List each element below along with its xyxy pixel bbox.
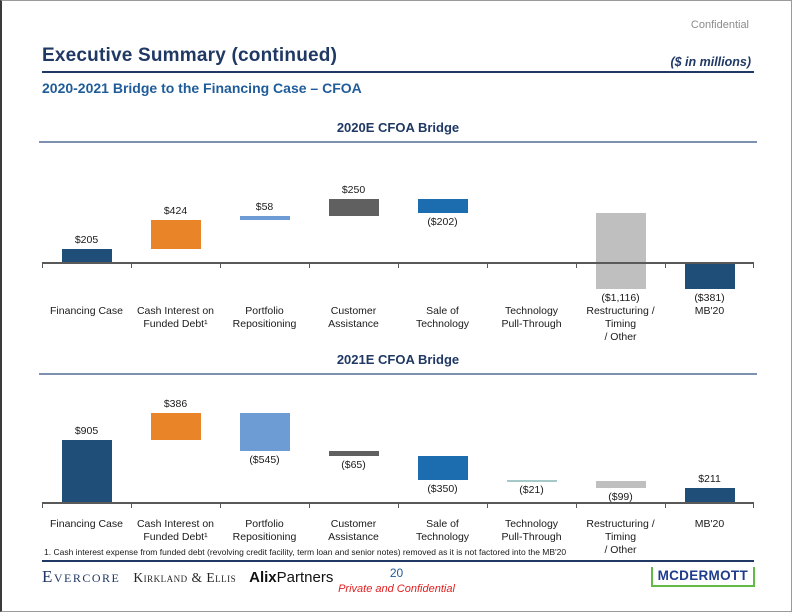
category-label: Cash Interest on Funded Debt¹ — [136, 518, 215, 543]
category-label: Cash Interest on Funded Debt¹ — [136, 305, 215, 330]
category-label: Technology Pull-Through — [501, 518, 562, 543]
waterfall-bar — [239, 413, 290, 451]
waterfall-bar — [150, 220, 201, 250]
waterfall-bar — [61, 440, 112, 503]
footer-center: 20 Private and Confidential — [2, 566, 791, 595]
waterfall-bar — [417, 199, 468, 213]
footnote: 1. Cash interest expense from funded deb… — [44, 547, 567, 557]
waterfall-bar — [417, 455, 468, 480]
axis-tick — [576, 504, 577, 508]
axis-tick — [487, 504, 488, 508]
axis-tick — [42, 264, 43, 268]
page-subtitle: 2020-2021 Bridge to the Financing Case –… — [42, 80, 362, 96]
bar-value-label: ($65) — [341, 458, 366, 471]
bar-value-label: ($21) — [519, 484, 544, 497]
bar-value-label: ($1,116) — [601, 292, 640, 304]
waterfall-plot-2020: $205 $424 $58 $250 ($202) ($1,116) ($381) — [42, 151, 754, 304]
bar-value-label: ($99) — [608, 491, 633, 504]
axis-tick — [131, 264, 132, 268]
category-label: Financing Case — [50, 518, 123, 530]
bar-value-label: ($350) — [427, 482, 458, 495]
mcdermott-logo: MCDERMOTT — [650, 567, 755, 587]
axis-tick — [753, 504, 754, 508]
category-label: Customer Assistance — [328, 518, 379, 543]
axis-tick — [398, 264, 399, 268]
axis-tick — [42, 504, 43, 508]
axis-tick — [576, 264, 577, 268]
axis-tick — [753, 264, 754, 268]
category-label: MB'20 — [694, 518, 725, 530]
waterfall-bar — [595, 481, 646, 489]
units-note: ($ in millions) — [670, 55, 751, 69]
axis-tick — [131, 504, 132, 508]
x-axis-line — [42, 502, 754, 504]
bar-value-label: $205 — [74, 234, 99, 246]
bar-value-label: $250 — [341, 184, 366, 196]
bar-value-label: ($545) — [249, 454, 280, 467]
axis-tick — [309, 504, 310, 508]
bar-value-label: ($381) — [694, 292, 725, 304]
waterfall-bar — [595, 212, 646, 289]
category-axis-2021: Financing Case Cash Interest on Funded Deb… — [42, 518, 754, 557]
axis-tick — [487, 264, 488, 268]
chart-title-divider-2021 — [39, 373, 757, 375]
waterfall-bar — [684, 488, 735, 503]
axis-tick — [309, 264, 310, 268]
category-axis-2020: Financing Case Cash Interest on Funded Deb… — [42, 305, 754, 344]
axis-tick — [665, 264, 666, 268]
private-confidential-label: Private and Confidential — [338, 583, 455, 595]
waterfall-bar — [684, 263, 735, 289]
category-label: Restructuring / Timing / Other — [586, 305, 655, 343]
waterfall-plot-2021: $905 $386 ($545) ($65) ($350) ($21) ($99) $211 — [42, 383, 754, 513]
category-label: Sale of Technology — [415, 305, 470, 330]
category-label: Portfolio Repositioning — [232, 518, 297, 543]
page-number: 20 — [389, 566, 404, 580]
category-label: Customer Assistance — [328, 305, 379, 330]
page-title: Executive Summary (continued) — [42, 45, 338, 66]
bar-value-label: $211 — [698, 473, 721, 486]
waterfall-bar — [328, 199, 379, 217]
axis-tick — [665, 504, 666, 508]
waterfall-bar — [239, 216, 290, 221]
category-label: Portfolio Repositioning — [232, 305, 297, 330]
chart-title-divider-2020 — [39, 141, 757, 143]
waterfall-bar — [506, 479, 557, 482]
category-label: Financing Case — [50, 305, 123, 317]
footer-divider — [42, 560, 754, 562]
axis-tick — [220, 264, 221, 268]
waterfall-bar — [61, 249, 112, 263]
confidential-marking: Confidential — [690, 19, 749, 31]
bar-value-label: $905 — [74, 425, 99, 437]
axis-tick — [220, 504, 221, 508]
bar-value-label: $386 — [163, 398, 188, 411]
bar-value-label: ($202) — [427, 215, 458, 228]
waterfall-bar — [328, 451, 379, 456]
x-axis-line — [42, 262, 754, 264]
alixpartners-logo: AlixPartners — [249, 569, 334, 586]
kirkland-ellis-logo: Kirkland & Ellis — [133, 570, 237, 585]
title-divider — [42, 71, 754, 73]
category-label: Restructuring / Timing / Other — [586, 518, 655, 556]
category-label: Technology Pull-Through — [501, 305, 562, 330]
category-label: Sale of Technology — [415, 518, 470, 543]
evercore-logo: Evercore — [42, 567, 121, 586]
bar-value-label: $424 — [163, 205, 188, 218]
axis-tick — [398, 504, 399, 508]
footer-logos: Evercore Kirkland & Ellis AlixPartners — [42, 567, 333, 587]
chart-title-2021: 2021E CFOA Bridge — [336, 352, 460, 367]
waterfall-bar — [150, 413, 201, 440]
category-label: MB'20 — [694, 305, 725, 317]
bar-value-label: $58 — [255, 201, 274, 214]
chart-title-2020: 2020E CFOA Bridge — [336, 120, 460, 135]
